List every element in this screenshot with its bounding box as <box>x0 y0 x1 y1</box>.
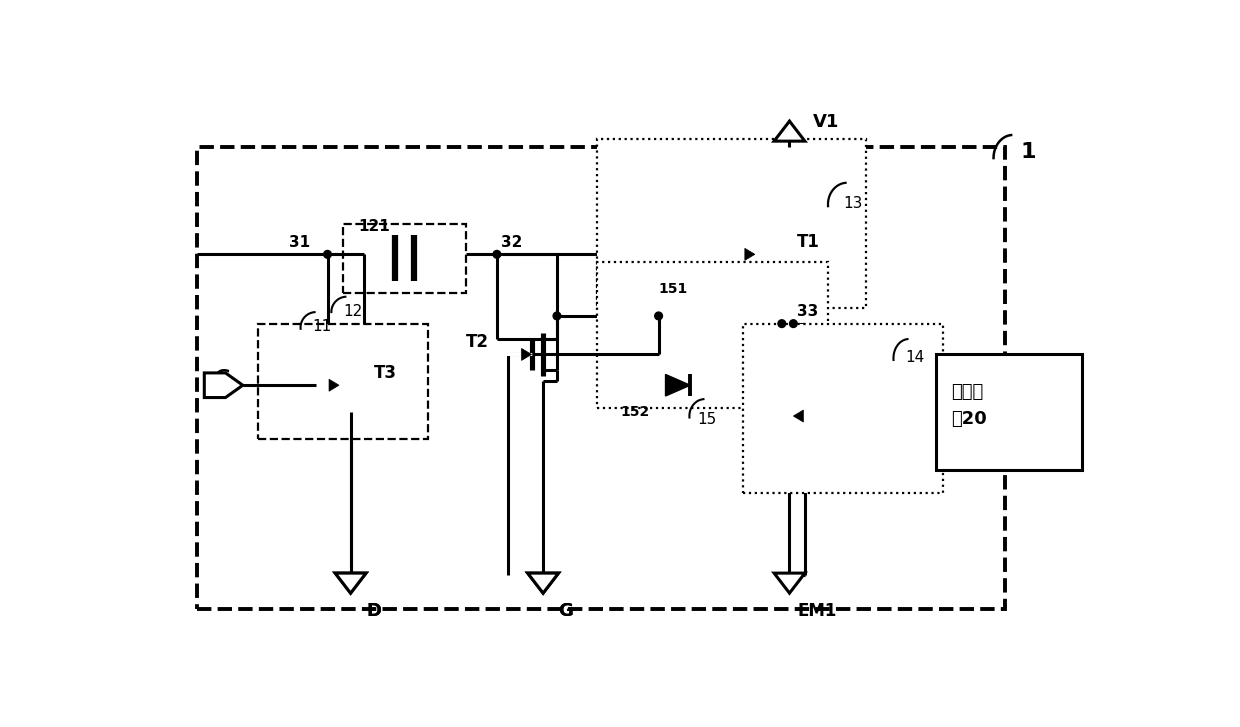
Text: 块20: 块20 <box>951 410 987 427</box>
Text: 121: 121 <box>358 220 391 234</box>
Bar <box>936 355 1083 470</box>
Circle shape <box>777 320 786 327</box>
Polygon shape <box>329 379 339 391</box>
Polygon shape <box>528 573 558 593</box>
Polygon shape <box>745 249 755 260</box>
Text: EM1: EM1 <box>797 602 837 620</box>
Polygon shape <box>335 573 366 593</box>
Bar <box>596 139 867 308</box>
Text: 151: 151 <box>658 282 688 296</box>
Bar <box>258 324 428 439</box>
Polygon shape <box>335 573 366 593</box>
Circle shape <box>494 251 501 258</box>
Text: D: D <box>366 602 381 620</box>
Text: 15: 15 <box>697 411 717 427</box>
Polygon shape <box>528 573 558 593</box>
Text: D: D <box>366 602 381 620</box>
Bar <box>343 223 466 293</box>
Circle shape <box>790 320 797 327</box>
Polygon shape <box>774 573 805 593</box>
Text: T1: T1 <box>797 233 820 251</box>
Text: G: G <box>558 602 573 620</box>
Bar <box>596 262 828 409</box>
Text: T2: T2 <box>466 333 489 350</box>
Circle shape <box>324 251 331 258</box>
Text: 32: 32 <box>501 235 522 249</box>
Bar <box>644 366 720 404</box>
Polygon shape <box>774 121 805 141</box>
Text: 14: 14 <box>905 350 924 365</box>
Circle shape <box>655 312 662 320</box>
Circle shape <box>553 312 560 320</box>
Polygon shape <box>205 373 243 398</box>
Text: 12: 12 <box>343 304 362 319</box>
Text: 11: 11 <box>312 319 331 334</box>
Polygon shape <box>666 374 691 396</box>
Text: G: G <box>215 368 231 387</box>
Text: T3: T3 <box>373 364 397 382</box>
Text: 31: 31 <box>289 235 310 249</box>
Text: 13: 13 <box>843 196 863 211</box>
Text: 发光模: 发光模 <box>951 383 983 401</box>
Text: 1: 1 <box>1021 142 1035 162</box>
Bar <box>743 324 944 493</box>
Text: V1: V1 <box>812 113 839 132</box>
Bar <box>197 147 1006 608</box>
Bar <box>658 300 751 332</box>
Polygon shape <box>522 348 532 361</box>
Text: 152: 152 <box>620 405 650 419</box>
Text: G: G <box>558 602 573 620</box>
Polygon shape <box>794 410 804 422</box>
Text: 33: 33 <box>797 304 818 319</box>
